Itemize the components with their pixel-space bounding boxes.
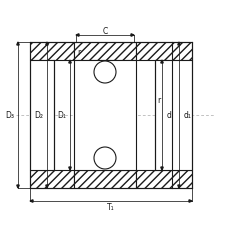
Text: D₁: D₁	[57, 111, 66, 119]
Polygon shape	[131, 34, 134, 36]
Bar	[30, 60, 54, 170]
Polygon shape	[46, 42, 48, 45]
Polygon shape	[177, 42, 179, 45]
Polygon shape	[177, 185, 179, 188]
Bar	[74, 170, 135, 188]
Polygon shape	[30, 200, 33, 202]
Polygon shape	[188, 200, 191, 202]
Text: d₁: d₁	[183, 111, 191, 119]
Bar	[30, 170, 74, 188]
Text: T₁: T₁	[107, 202, 114, 212]
Polygon shape	[17, 42, 19, 45]
Circle shape	[94, 147, 115, 169]
Bar	[74, 60, 135, 170]
Polygon shape	[68, 167, 71, 170]
Polygon shape	[76, 34, 79, 36]
Bar	[135, 170, 191, 188]
Circle shape	[94, 61, 115, 83]
Text: D₂: D₂	[34, 111, 43, 119]
Polygon shape	[160, 60, 163, 63]
Polygon shape	[160, 167, 163, 170]
Polygon shape	[46, 185, 48, 188]
Text: r: r	[77, 48, 80, 57]
Text: d: d	[166, 111, 171, 119]
Bar	[154, 60, 191, 170]
Bar	[135, 42, 191, 60]
Text: C: C	[102, 27, 107, 35]
Text: r: r	[156, 96, 160, 105]
Bar	[30, 42, 74, 60]
Text: D₃: D₃	[5, 111, 14, 119]
Bar	[74, 42, 135, 60]
Polygon shape	[68, 60, 71, 63]
Polygon shape	[17, 185, 19, 188]
